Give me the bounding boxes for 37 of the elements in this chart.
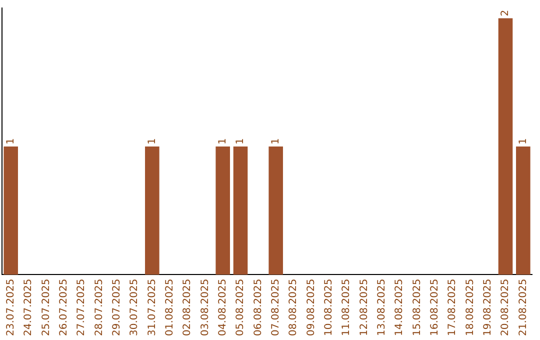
x-tick-label: 16.08.2025 (429, 278, 440, 336)
data-label: 1 (217, 138, 228, 144)
x-tick-label: 27.07.2025 (76, 278, 88, 336)
x-tick-label: 12.08.2025 (358, 278, 370, 336)
x-tick-label: 29.07.2025 (111, 278, 122, 336)
x-tick-label: 06.08.2025 (252, 278, 264, 336)
x-tick-label: 02.08.2025 (182, 278, 194, 336)
x-tick-label: 20.08.2025 (500, 278, 512, 336)
x-tick-label: 03.08.2025 (200, 278, 211, 336)
data-label: 1 (5, 138, 16, 144)
x-tick-label: 04.08.2025 (217, 278, 228, 336)
x-tick-label: 01.08.2025 (164, 278, 176, 336)
data-label: 1 (235, 138, 246, 144)
data-label: 1 (270, 138, 282, 144)
x-tick-label: 11.08.2025 (341, 278, 352, 336)
x-tick-label: 19.08.2025 (482, 278, 494, 336)
x-tick-label: 28.07.2025 (94, 278, 105, 336)
x-tick-label: 21.08.2025 (518, 278, 529, 336)
x-tick-label: 08.08.2025 (288, 278, 300, 336)
x-tick-label: 13.08.2025 (376, 278, 388, 336)
x-tick-label: 31.07.2025 (146, 278, 158, 336)
x-tick-label: 10.08.2025 (323, 278, 334, 336)
x-tick-label: 17.08.2025 (447, 278, 458, 336)
x-tick-label: 15.08.2025 (412, 278, 423, 336)
x-tick-label: 05.08.2025 (235, 278, 246, 336)
data-label: 1 (518, 138, 529, 144)
x-tick-label: 18.08.2025 (464, 278, 476, 336)
x-tick-label: 23.07.2025 (5, 278, 16, 336)
data-label: 2 (500, 10, 512, 16)
data-label: 1 (146, 138, 158, 144)
x-tick-label: 07.08.2025 (270, 278, 282, 336)
x-tick-label: 30.07.2025 (129, 278, 140, 336)
x-tick-label: 14.08.2025 (394, 278, 406, 336)
x-tick-label: 25.07.2025 (40, 278, 52, 336)
x-tick-label: 24.07.2025 (23, 278, 34, 336)
x-tick-label: 26.07.2025 (58, 278, 70, 336)
x-tick-label: 09.08.2025 (306, 278, 317, 336)
